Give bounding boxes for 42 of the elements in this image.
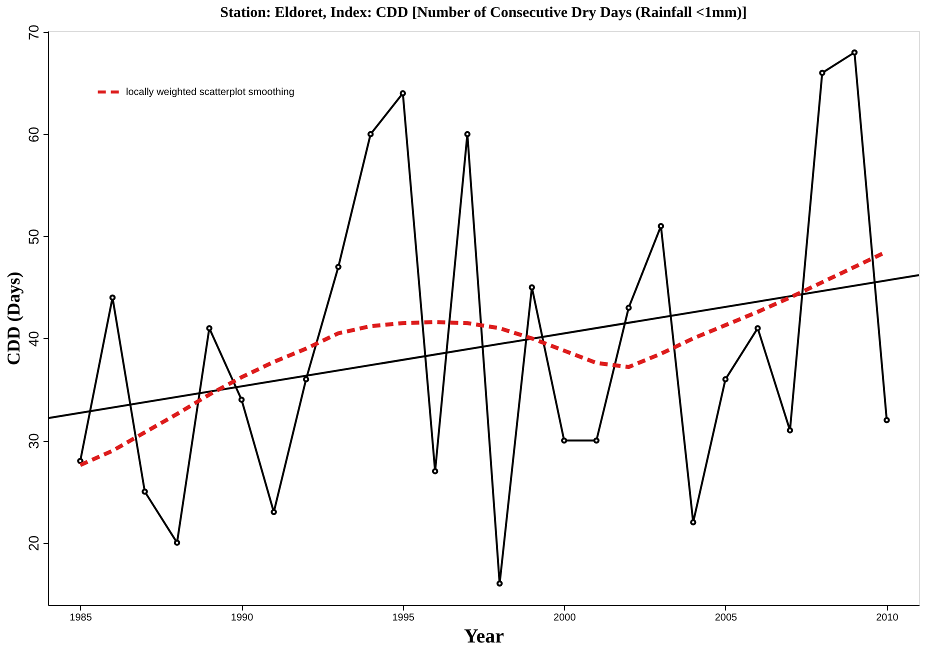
y-tick-label: 40 (26, 330, 42, 347)
x-tick-label: 2005 (714, 612, 738, 624)
point (593, 437, 600, 444)
point (884, 417, 890, 424)
point (819, 70, 826, 76)
point (722, 376, 729, 382)
point (238, 396, 245, 403)
y-tick-label: 20 (26, 535, 42, 551)
x-tick-label: 1995 (392, 612, 415, 624)
point (786, 427, 794, 434)
point (77, 458, 84, 464)
y-tick-label: 50 (26, 228, 42, 245)
point (690, 519, 696, 526)
point (174, 540, 180, 546)
point (851, 49, 858, 56)
point (464, 131, 470, 138)
point (142, 488, 148, 495)
chart-title: Station: Eldoret, Index: CDD [Number of Consecutive Dry Days (Rainfall <1mm)] (220, 5, 747, 22)
x-axis-title: Year (464, 626, 504, 648)
y-tick-label: 60 (26, 126, 42, 142)
x-tick-label: 1985 (70, 612, 92, 624)
y-tick-label: 70 (26, 24, 42, 40)
x-tick-label: 1990 (230, 612, 254, 624)
point (335, 264, 342, 270)
x-tick-label: 2010 (876, 612, 899, 624)
x-tick-label: 2000 (554, 612, 576, 624)
point (528, 284, 536, 290)
point (400, 90, 406, 96)
y-axis-title: CDD (Days) (4, 272, 24, 366)
y-tick-label: 30 (26, 433, 42, 449)
point (561, 437, 568, 444)
point (658, 222, 664, 230)
point (270, 508, 277, 516)
point (367, 131, 374, 138)
point (302, 376, 310, 382)
point (109, 294, 116, 301)
legend-label: locally weighted scatterplot smoothing (126, 87, 294, 98)
point (496, 580, 503, 587)
point (206, 325, 212, 332)
point (432, 468, 438, 474)
point (626, 304, 632, 311)
point (754, 325, 761, 332)
